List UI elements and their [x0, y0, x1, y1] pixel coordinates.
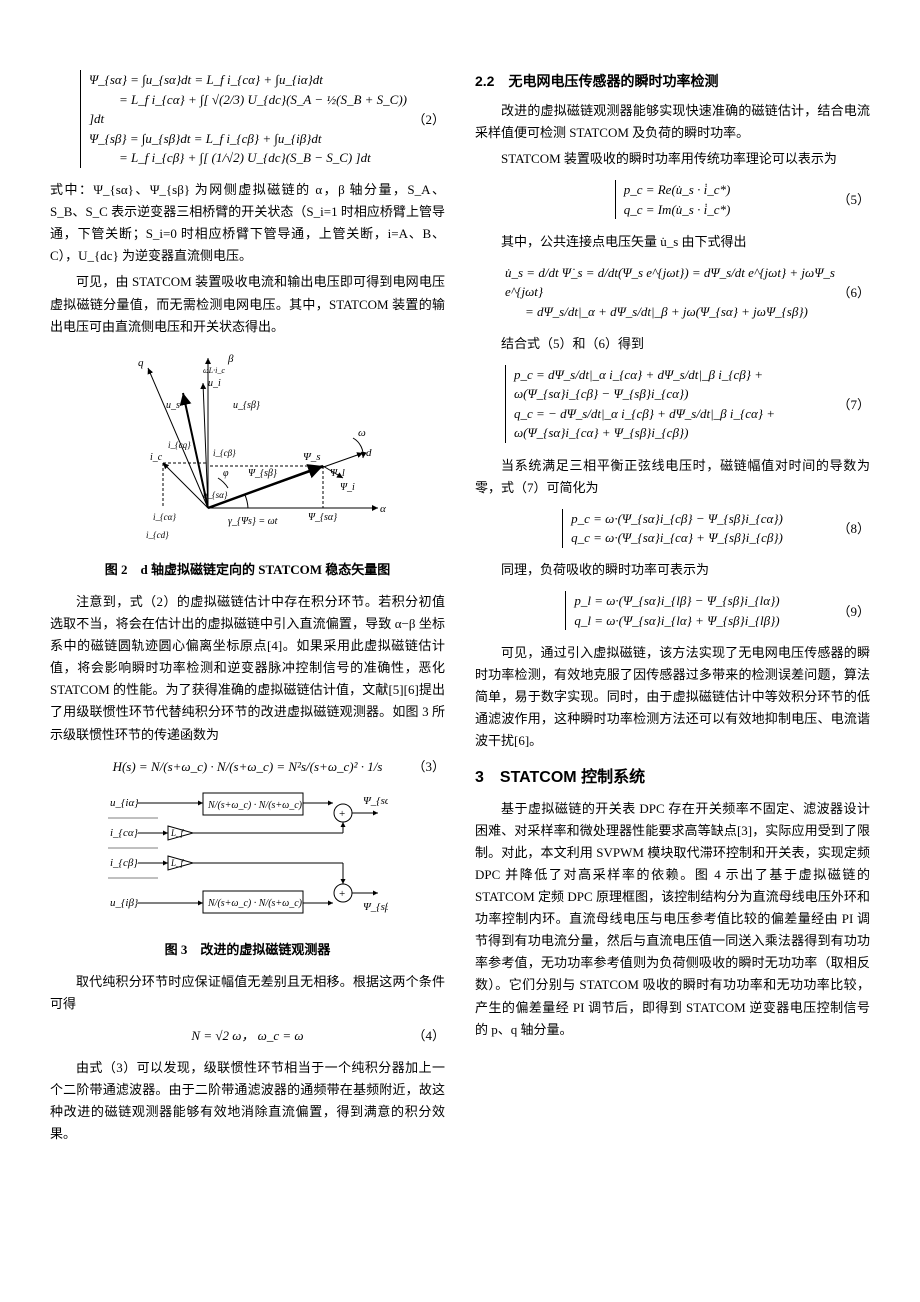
para-after-eq6: 结合式（5）和（6）得到	[475, 333, 870, 355]
para-after-fig3: 取代纯积分环节时应保证幅值无差别且无相移。根据这两个条件可得	[50, 971, 445, 1015]
label-ica: i_{cα}	[153, 512, 176, 522]
eq5-l2: q_c = Im(u̇_s · i̇_c*)	[624, 202, 731, 217]
label-ui: u_i	[208, 378, 221, 389]
subsection-2-2: 2.2 无电网电压传感器的瞬时功率检测	[475, 70, 870, 94]
fig3-out-top: Ψ_{sα}	[363, 795, 388, 807]
eq4-content: N = √2 ω， ω_c = ω	[191, 1028, 303, 1043]
eq4-number: （4）	[412, 1025, 445, 1047]
label-usalpha: u_{sα}	[203, 490, 228, 500]
eq2-number: （2）	[412, 109, 445, 131]
para-22-2: STATCOM 装置吸收的瞬时功率用传统功率理论可以表示为	[475, 148, 870, 170]
fig3-block-top: N/(s+ω_c) · N/(s+ω_c)	[207, 800, 303, 811]
figure-3: u_{iα} N/(s+ω_c) · N/(s+ω_c) + Ψ_{sα} i_…	[50, 788, 445, 961]
svg-text:+: +	[339, 888, 345, 900]
label-psi-sb: Ψ_{sβ}	[248, 468, 277, 479]
equation-3: H(s) = N/(s+ω_c) · N/(s+ω_c) = N²s/(s+ω_…	[50, 756, 445, 778]
equation-8: p_c = ω·(Ψ_{sα}i_{cβ} − Ψ_{sβ}i_{cα}) q_…	[475, 509, 870, 550]
eq9-l2: q_l = ω·(Ψ_{sα}i_{lα} + Ψ_{sβ}i_{lβ})	[574, 613, 779, 628]
eq8-l1: p_c = ω·(Ψ_{sα}i_{cβ} − Ψ_{sβ}i_{cα})	[571, 511, 783, 526]
fig3-out-bot: Ψ_{sβ}	[363, 901, 388, 913]
figure-2: α q β d ω Ψ_s Ψ_i Ψ_l	[50, 348, 445, 581]
axis-alpha: α	[380, 503, 386, 515]
eq7-number: （7）	[837, 394, 870, 416]
fig3-block-bot: N/(s+ω_c) · N/(s+ω_c)	[207, 898, 303, 909]
label-ic: i_c	[150, 452, 163, 463]
fig3-icb: i_{cβ}	[110, 857, 138, 869]
label-icd: i_{cd}	[146, 530, 169, 540]
fig3-gain-2: L_f	[170, 858, 185, 868]
eq2-line2: = L_f i_{cα} + ∫[ √(2/3) U_{dc}(S_A − ½(…	[89, 92, 407, 127]
eq8-l2: q_c = ω·(Ψ_{sα}i_{cα} + Ψ_{sβ}i_{cβ})	[571, 530, 783, 545]
para-after-eq7: 当系统满足三相平衡正弦线电压时，磁链幅值对时间的导数为零，式（7）可简化为	[475, 455, 870, 499]
fig3-ica: i_{cα}	[110, 827, 139, 839]
label-omegaL: ωL·i_c	[203, 366, 225, 375]
eq2-line3: Ψ_{sβ} = ∫u_{sβ}dt = L_f i_{cβ} + ∫u_{iβ…	[89, 131, 322, 146]
equation-2: Ψ_{sα} = ∫u_{sα}dt = L_f i_{cα} + ∫u_{iα…	[50, 70, 445, 169]
label-icq: i_{cq}	[168, 440, 191, 450]
figure-2-svg: α q β d ω Ψ_s Ψ_i Ψ_l	[108, 348, 388, 548]
equation-9: p_l = ω·(Ψ_{sα}i_{lβ} − Ψ_{sβ}i_{lα}) q_…	[475, 591, 870, 632]
fig3-uib: u_{iβ}	[110, 897, 139, 909]
label-us: u_s	[166, 400, 180, 411]
para-after-eq9: 可见，通过引入虚拟磁链，该方法实现了无电网电压传感器的瞬时功率检测，有效地克服了…	[475, 642, 870, 752]
label-icbeta: i_{cβ}	[213, 448, 236, 458]
eq2-line1: Ψ_{sα} = ∫u_{sα}dt = L_f i_{cα} + ∫u_{iα…	[89, 72, 323, 87]
axis-d: d	[366, 447, 372, 459]
figure-3-svg: u_{iα} N/(s+ω_c) · N/(s+ω_c) + Ψ_{sα} i_…	[108, 788, 388, 928]
eq9-l1: p_l = ω·(Ψ_{sα}i_{lβ} − Ψ_{sβ}i_{lα})	[574, 593, 779, 608]
svg-text:+: +	[339, 808, 345, 820]
label-phi: φ	[223, 468, 229, 479]
eq5-number: （5）	[837, 189, 870, 211]
eq6-l1: u̇_s = d/dt Ψ̇_s = d/dt(Ψ_s e^{jωt}) = d…	[505, 265, 835, 300]
para-eq2-desc-2: 可见，由 STATCOM 装置吸收电流和输出电压即可得到电网电压虚拟磁链分量值，…	[50, 271, 445, 337]
para-after-eq4: 由式（3）可以发现，级联惯性环节相当于一个纯积分器加上一个二阶带通滤波器。由于二…	[50, 1057, 445, 1145]
fig3-uia: u_{iα}	[110, 797, 139, 809]
label-psi-s: Ψ_s	[303, 451, 321, 463]
axis-q: q	[138, 357, 144, 369]
label-psi-l: Ψ_l	[330, 468, 345, 479]
label-usbeta: u_{sβ}	[233, 400, 260, 411]
figure-3-caption: 图 3 改进的虚拟磁链观测器	[50, 939, 445, 961]
para-22-1: 改进的虚拟磁链观测器能够实现快速准确的磁链估计，结合电流采样值便可检测 STAT…	[475, 100, 870, 144]
eq6-number: （6）	[837, 282, 870, 304]
label-omega: ω	[358, 427, 366, 439]
equation-4: N = √2 ω， ω_c = ω （4）	[50, 1025, 445, 1047]
axis-beta: β	[227, 353, 234, 365]
right-column: 2.2 无电网电压传感器的瞬时功率检测 改进的虚拟磁链观测器能够实现快速准确的磁…	[475, 60, 870, 1150]
equation-6: u̇_s = d/dt Ψ̇_s = d/dt(Ψ_s e^{jωt}) = d…	[475, 263, 870, 323]
eq9-number: （9）	[837, 601, 870, 623]
eq3-content: H(s) = N/(s+ω_c) · N/(s+ω_c) = N²s/(s+ω_…	[113, 759, 383, 774]
fig3-gain-1: L_f	[170, 828, 185, 838]
para-3-1: 基于虚拟磁链的开关表 DPC 存在开关频率不固定、滤波器设计困难、对采样率和微处…	[475, 798, 870, 1041]
section-3: 3 STATCOM 控制系统	[475, 764, 870, 791]
eq7-l2: q_c = − dΨ_s/dt|_α i_{cβ} + dΨ_s/dt|_β i…	[514, 406, 775, 441]
eq6-l2: = dΨ_s/dt|_α + dΨ_s/dt|_β + jω(Ψ_{sα} + …	[505, 304, 808, 319]
para-after-eq5: 其中，公共连接点电压矢量 u̇_s 由下式得出	[475, 231, 870, 253]
figure-2-caption: 图 2 d 轴虚拟磁链定向的 STATCOM 稳态矢量图	[50, 559, 445, 581]
label-psi-i: Ψ_i	[340, 482, 355, 493]
para-after-eq8: 同理，负荷吸收的瞬时功率可表示为	[475, 559, 870, 581]
para-after-fig2: 注意到，式（2）的虚拟磁链估计中存在积分环节。若积分初值选取不当，将会在估计出的…	[50, 591, 445, 746]
eq3-number: （3）	[412, 756, 445, 778]
left-column: Ψ_{sα} = ∫u_{sα}dt = L_f i_{cα} + ∫u_{iα…	[50, 60, 445, 1150]
eq2-line4: = L_f i_{cβ} + ∫[ (1/√2) U_{dc}(S_B − S_…	[89, 150, 371, 165]
equation-5: p_c = Re(u̇_s · i̇_c*) q_c = Im(u̇_s · i…	[475, 180, 870, 221]
label-gamma: γ_{Ψs} = ωt	[228, 516, 278, 527]
para-eq2-desc-1: 式中：Ψ_{sα}、Ψ_{sβ} 为网侧虚拟磁链的 α，β 轴分量，S_A、S_…	[50, 179, 445, 267]
equation-7: p_c = dΨ_s/dt|_α i_{cα} + dΨ_s/dt|_β i_{…	[475, 365, 870, 445]
eq8-number: （8）	[837, 518, 870, 540]
eq7-l1: p_c = dΨ_s/dt|_α i_{cα} + dΨ_s/dt|_β i_{…	[514, 367, 763, 402]
label-psi-sa: Ψ_{sα}	[308, 512, 337, 523]
eq5-l1: p_c = Re(u̇_s · i̇_c*)	[624, 182, 731, 197]
